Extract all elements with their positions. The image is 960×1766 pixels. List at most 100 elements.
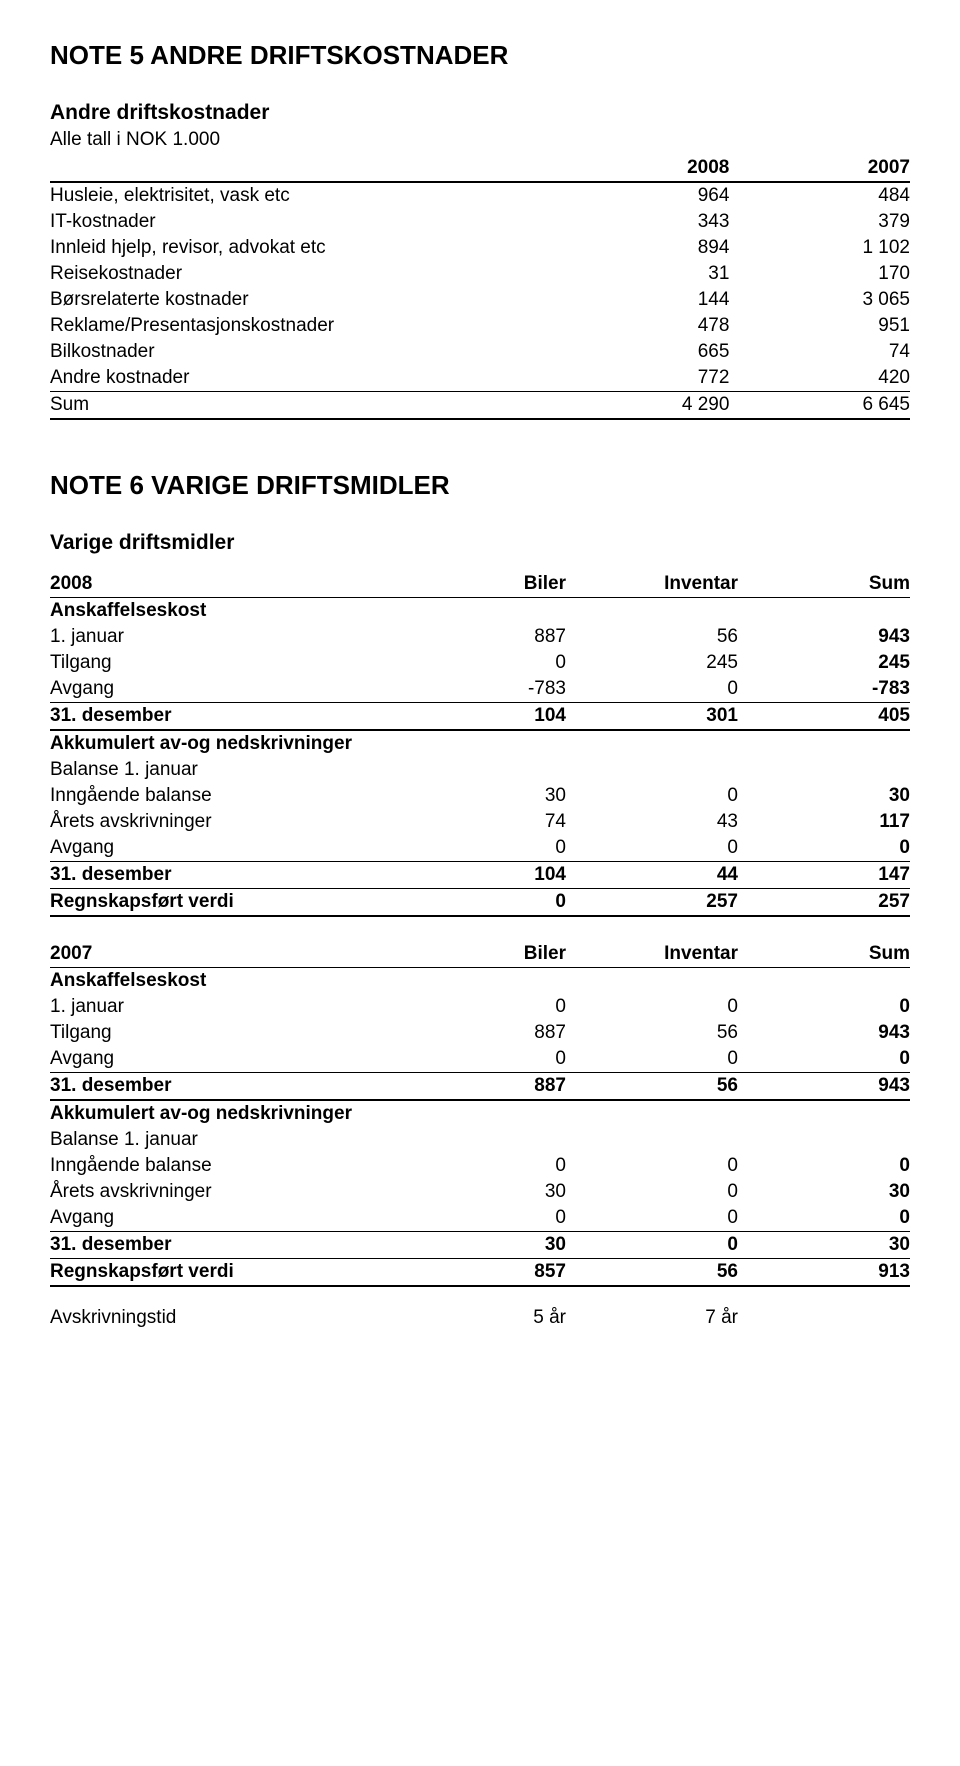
row-val: -783	[738, 676, 910, 703]
col-inventar: Inventar	[566, 941, 738, 968]
row-label: Regnskapsført verdi	[50, 1259, 394, 1287]
sum-val: 6 645	[729, 392, 910, 420]
row-label: Husleie, elektrisitet, vask etc	[50, 182, 549, 209]
row-val: 147	[738, 862, 910, 889]
row-val: 3 065	[729, 287, 910, 313]
row-val: 951	[729, 313, 910, 339]
row-val: 0	[394, 889, 566, 917]
row-val: 30	[738, 783, 910, 809]
row-val: 0	[566, 1179, 738, 1205]
row-val: 887	[394, 1073, 566, 1101]
row-val: 484	[729, 182, 910, 209]
row-label: Årets avskrivninger	[50, 1179, 394, 1205]
row-label: Tilgang	[50, 1020, 394, 1046]
row-label: Avgang	[50, 1205, 394, 1232]
row-val: 31	[549, 261, 730, 287]
row-val: 0	[566, 1232, 738, 1259]
row-val: 894	[549, 235, 730, 261]
avskriv-val: 5 år	[394, 1305, 566, 1331]
row-val: 0	[566, 676, 738, 703]
row-val: 420	[729, 365, 910, 392]
col-sum: Sum	[738, 571, 910, 598]
row-label: Avgang	[50, 1046, 394, 1073]
row-val: 343	[549, 209, 730, 235]
row-val: 0	[566, 1046, 738, 1073]
row-val: 43	[566, 809, 738, 835]
row-val: 1 102	[729, 235, 910, 261]
row-label: Reisekostnader	[50, 261, 549, 287]
col-sum: Sum	[738, 941, 910, 968]
row-val: 170	[729, 261, 910, 287]
col-year: 2007	[50, 941, 394, 968]
row-val: 0	[394, 1153, 566, 1179]
avskriv-table: Avskrivningstid 5 år 7 år	[50, 1305, 910, 1331]
row-label: IT-kostnader	[50, 209, 549, 235]
row-val: 943	[738, 1073, 910, 1101]
row-val: 943	[738, 1020, 910, 1046]
row-val: 887	[394, 1020, 566, 1046]
row-val: 301	[566, 703, 738, 731]
row-val: 0	[394, 1205, 566, 1232]
row-val: 0	[738, 1153, 910, 1179]
col-year: 2008	[50, 571, 394, 598]
row-val: 56	[566, 1073, 738, 1101]
row-val: 245	[566, 650, 738, 676]
col-year-2007: 2007	[729, 155, 910, 182]
sum-val: 4 290	[549, 392, 730, 420]
note5-desc: Alle tall i NOK 1.000	[50, 129, 910, 151]
col-year-2008: 2008	[549, 155, 730, 182]
col-biler: Biler	[394, 941, 566, 968]
row-val: 56	[566, 624, 738, 650]
row-val: 0	[394, 1046, 566, 1073]
row-label: Bilkostnader	[50, 339, 549, 365]
row-val: 257	[566, 889, 738, 917]
row-label: 31. desember	[50, 862, 394, 889]
col-biler: Biler	[394, 571, 566, 598]
row-val: 30	[738, 1179, 910, 1205]
row-val: 30	[394, 1179, 566, 1205]
row-val: 56	[566, 1259, 738, 1287]
akk-label: Akkumulert av-og nedskrivninger	[50, 1100, 394, 1127]
sum-label: Sum	[50, 392, 549, 420]
row-label: Tilgang	[50, 650, 394, 676]
avskriv-label: Avskrivningstid	[50, 1305, 394, 1331]
row-val: 478	[549, 313, 730, 339]
row-val: 0	[566, 783, 738, 809]
row-val: 74	[394, 809, 566, 835]
row-label: Årets avskrivninger	[50, 809, 394, 835]
row-label: Regnskapsført verdi	[50, 889, 394, 917]
note6-table-2007: 2007 Biler Inventar Sum Anskaffelseskost…	[50, 941, 910, 1287]
row-label: 31. desember	[50, 1073, 394, 1101]
row-val: 0	[738, 835, 910, 862]
row-val: 913	[738, 1259, 910, 1287]
note5-table: 2008 2007 Husleie, elektrisitet, vask et…	[50, 155, 910, 420]
note6-table-2008: 2008 Biler Inventar Sum Anskaffelseskost…	[50, 571, 910, 917]
row-val: 30	[394, 1232, 566, 1259]
note5-heading: NOTE 5 ANDRE DRIFTSKOSTNADER	[50, 40, 910, 71]
row-label: Avgang	[50, 676, 394, 703]
row-label: Reklame/Presentasjonskostnader	[50, 313, 549, 339]
row-label: 1. januar	[50, 994, 394, 1020]
row-label: 1. januar	[50, 624, 394, 650]
row-val: -783	[394, 676, 566, 703]
row-val: 0	[566, 1205, 738, 1232]
row-val: 56	[566, 1020, 738, 1046]
row-val: 257	[738, 889, 910, 917]
row-val: 0	[566, 994, 738, 1020]
row-val: 144	[549, 287, 730, 313]
row-label: 31. desember	[50, 703, 394, 731]
note5-subheading: Andre driftskostnader	[50, 101, 910, 125]
row-val: 772	[549, 365, 730, 392]
row-val: 0	[394, 650, 566, 676]
akk-label: Akkumulert av-og nedskrivninger	[50, 730, 394, 757]
row-val: 104	[394, 703, 566, 731]
row-label: Børsrelaterte kostnader	[50, 287, 549, 313]
row-val: 117	[738, 809, 910, 835]
row-label: Andre kostnader	[50, 365, 549, 392]
row-val: 0	[738, 994, 910, 1020]
row-val: 964	[549, 182, 730, 209]
note6-subheading: Varige driftsmidler	[50, 531, 910, 555]
row-label: Inngående balanse	[50, 1153, 394, 1179]
row-val: 943	[738, 624, 910, 650]
row-val: 665	[549, 339, 730, 365]
